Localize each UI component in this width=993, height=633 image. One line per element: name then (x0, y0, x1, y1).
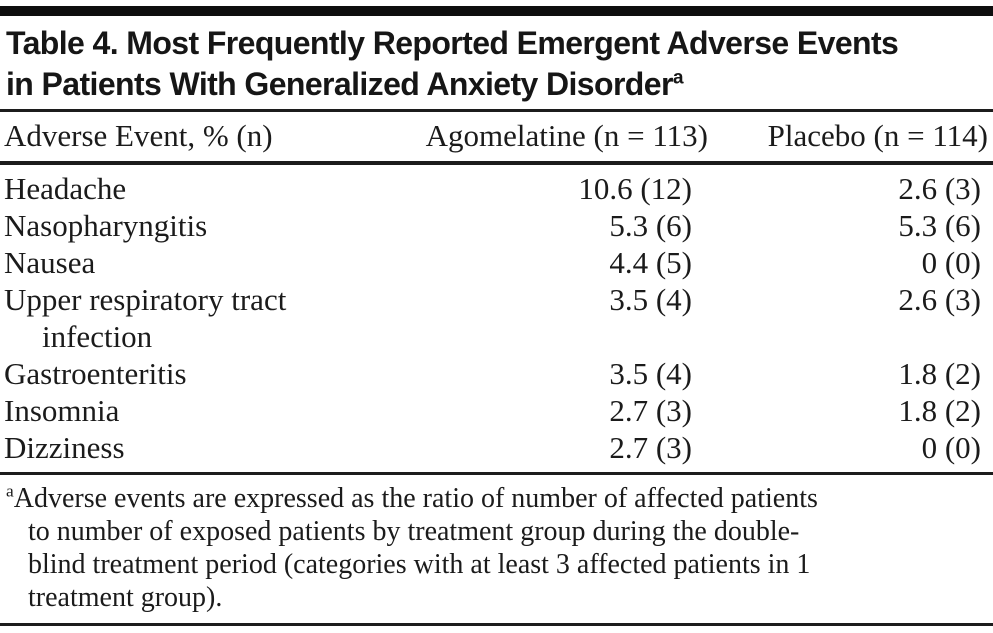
table-row-nausea: Nausea 4.4 (5) 0 (0) (0, 244, 993, 281)
agomelatine-value: 10.6 (12) (578, 171, 692, 206)
table-title-line2: in Patients With Generalized Anxiety Dis… (6, 64, 989, 105)
journal-table-figure: Table 4. Most Frequently Reported Emerge… (0, 6, 993, 633)
agomelatine-value: 3.5 (4) (609, 282, 692, 317)
column-header-agomelatine: Agomelatine (n = 113) (425, 118, 708, 153)
table-row-upper-respiratory-tract-infection: Upper respiratory tract infection 3.5 (4… (0, 281, 993, 355)
placebo-value: 0 (0) (921, 430, 981, 465)
table-footnote: aAdverse events are expressed as the rat… (0, 475, 993, 626)
table-row-insomnia: Insomnia 2.7 (3) 1.8 (2) (0, 392, 993, 429)
table-row-gastroenteritis: Gastroenteritis 3.5 (4) 1.8 (2) (0, 355, 993, 392)
footnote-line: treatment group). (28, 582, 223, 613)
placebo-value: 5.3 (6) (898, 208, 981, 243)
column-header-placebo: Placebo (n = 114) (767, 118, 988, 153)
agomelatine-value: 2.7 (3) (609, 430, 692, 465)
table-row-nasopharyngitis: Nasopharyngitis 5.3 (6) 5.3 (6) (0, 207, 993, 244)
adverse-event-name: Headache (4, 171, 127, 206)
adverse-event-name: Nausea (4, 245, 96, 280)
adverse-event-name: Upper respiratory tract infection (4, 282, 287, 354)
agomelatine-value: 5.3 (6) (609, 208, 692, 243)
table-row-dizziness: Dizziness 2.7 (3) 0 (0) (0, 429, 993, 466)
adverse-event-name: Nasopharyngitis (4, 208, 208, 243)
title-footnote-marker: a (672, 67, 684, 89)
table-row-headache: Headache 10.6 (12) 2.6 (3) (0, 170, 993, 207)
column-header-adverse-event: Adverse Event, % (n) (4, 118, 273, 153)
placebo-value: 1.8 (2) (898, 393, 981, 428)
adverse-event-name: Insomnia (4, 393, 120, 428)
footnote-line-text: Adverse events are expressed as the rati… (13, 483, 818, 514)
footnote-marker: a (6, 481, 14, 501)
footnote-line: to number of exposed patients by treatme… (28, 516, 800, 547)
table-title-line1: Table 4. Most Frequently Reported Emerge… (6, 25, 899, 61)
placebo-value: 2.6 (3) (898, 171, 981, 206)
table-title: Table 4. Most Frequently Reported Emerge… (0, 16, 993, 112)
footnote-line: blind treatment period (categories with … (28, 549, 811, 580)
agomelatine-value: 4.4 (5) (609, 245, 692, 280)
top-rule (0, 6, 993, 16)
table-header-row: Adverse Event, % (n) Agomelatine (n = 11… (0, 112, 993, 165)
table-body: Headache 10.6 (12) 2.6 (3) Nasopharyngit… (0, 165, 993, 475)
placebo-value: 1.8 (2) (898, 356, 981, 391)
footnote-line: aAdverse events are expressed as the rat… (4, 482, 989, 515)
adverse-events-table: Adverse Event, % (n) Agomelatine (n = 11… (0, 112, 993, 475)
agomelatine-value: 3.5 (4) (609, 356, 692, 391)
table-title-line2-text: in Patients With Generalized Anxiety Dis… (6, 66, 673, 102)
agomelatine-value: 2.7 (3) (609, 393, 692, 428)
placebo-value: 0 (0) (921, 245, 981, 280)
placebo-value: 2.6 (3) (898, 282, 981, 317)
adverse-event-name: Dizziness (4, 430, 125, 465)
adverse-event-name: Gastroenteritis (4, 356, 187, 391)
